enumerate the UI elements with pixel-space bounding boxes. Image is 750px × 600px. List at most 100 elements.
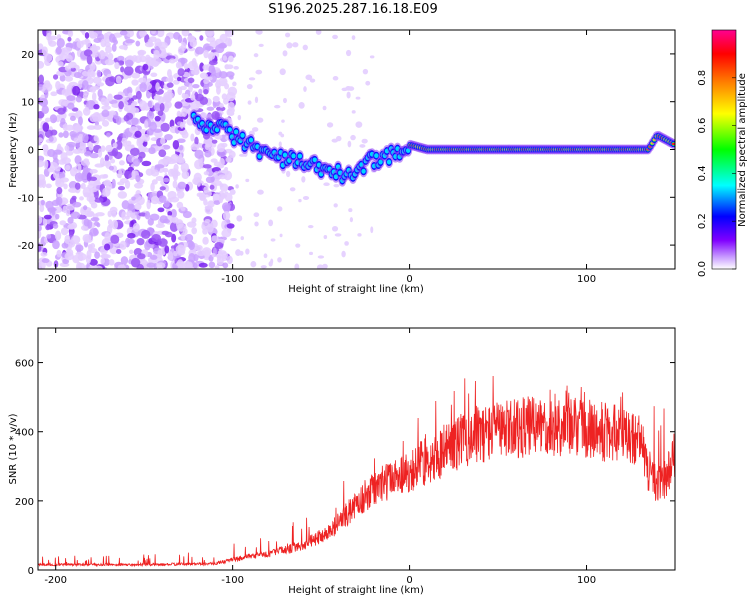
spectrogram-noise-blob — [153, 49, 160, 60]
spectrogram-noise-blob — [225, 157, 232, 163]
spectrogram-noise-blob — [105, 181, 113, 191]
spectrogram-noise-blob — [137, 50, 145, 57]
spectrogram-noise-blob — [83, 91, 90, 96]
spectrogram-noise-blob — [45, 200, 54, 210]
spectrogram-noise-blob — [116, 136, 123, 142]
spectrogram-noise-blob — [169, 196, 180, 203]
spectrogram-noise-blob — [115, 140, 123, 151]
spectrogram-noise-blob — [184, 233, 194, 243]
spectrogram-noise-blob — [78, 254, 84, 262]
spectrogram-noise-blob — [190, 133, 195, 142]
spectrogram-noise-blob — [135, 174, 141, 182]
spectrogram-noise-blob — [186, 221, 197, 228]
spectrogram-noise-blob — [64, 65, 70, 71]
spectrogram-y-tick-label: -10 — [18, 193, 34, 204]
spectrogram-noise-blob — [204, 150, 212, 158]
spectrogram-noise-blob — [175, 244, 186, 254]
spectrogram-noise-blob — [113, 32, 123, 38]
spectrogram-sparse-blob — [260, 265, 267, 269]
spectrogram-noise-blob — [41, 105, 49, 114]
spectrogram-noise-blob — [135, 90, 142, 100]
spectrogram-noise-blob — [80, 182, 86, 190]
spectrogram-sparse-blob — [255, 30, 263, 35]
spectrogram-noise-blob — [155, 175, 164, 182]
spectrogram-noise-blob — [77, 80, 83, 90]
spectrogram-noise-blob — [203, 171, 210, 176]
spectrogram-noise-blob — [160, 122, 170, 132]
spectrogram-noise-blob — [130, 144, 135, 149]
spectrogram-noise-blob — [162, 218, 170, 224]
spectrogram-noise-blob — [58, 159, 67, 165]
spectrogram-noise-blob — [72, 123, 82, 133]
spectrogram-noise-blob — [162, 167, 169, 173]
snr-x-tick-label: -200 — [44, 575, 67, 586]
spectrogram-noise-blob — [68, 61, 77, 69]
spectrogram-sparse-blob — [365, 80, 371, 86]
spectrogram-y-tick-label: -20 — [18, 241, 34, 252]
spectrogram-noise-blob — [193, 30, 202, 33]
spectrogram-ridge-core — [361, 168, 366, 174]
spectrogram-noise-blob — [106, 132, 111, 138]
spectrogram-noise-blob — [92, 112, 101, 123]
spectrogram-noise-blob — [199, 62, 205, 72]
spectrogram-noise-blob — [45, 224, 51, 231]
spectrogram-sparse-blob — [333, 183, 340, 188]
spectrogram-sparse-blob — [224, 191, 229, 195]
spectrogram-noise-blob — [211, 235, 219, 242]
spectrogram-noise-blob — [216, 106, 226, 112]
spectrogram-sparse-blob — [247, 100, 252, 105]
spectrogram-noise-blob — [69, 130, 78, 138]
spectrogram-noise-blob — [202, 228, 208, 235]
spectrogram-noise-blob — [204, 30, 215, 37]
spectrogram-noise-blob — [92, 227, 98, 236]
spectrogram-noise-blob — [210, 158, 218, 163]
spectrogram-noise-blob — [59, 74, 66, 82]
spectrogram-noise-blob — [159, 102, 165, 112]
spectrogram-noise-blob — [54, 230, 62, 241]
spectrogram-noise-blob — [38, 179, 44, 188]
spectrogram-noise-blob — [176, 138, 186, 144]
spectrogram-noise-blob — [52, 223, 59, 229]
spectrogram-noise-blob — [131, 169, 136, 179]
spectrogram-sparse-blob — [346, 91, 351, 99]
spectrogram-noise-blob — [147, 38, 153, 47]
spectrogram-noise-blob — [77, 133, 84, 143]
spectrogram-noise-blob — [40, 199, 45, 206]
spectrogram-noise-blob — [156, 30, 165, 38]
spectrogram-noise-blob — [126, 210, 134, 218]
spectrogram-noise-blob — [100, 38, 107, 48]
spectrogram-noise-blob — [194, 136, 199, 146]
colorbar-label: Normalized spectral amplitude — [737, 73, 748, 227]
spectrogram-noise-blob — [67, 216, 74, 224]
spectrogram-noise-blob — [164, 133, 173, 141]
spectrogram-noise-blob — [64, 75, 74, 82]
spectrogram-noise-blob — [127, 232, 136, 239]
spectrogram-noise-blob — [169, 119, 175, 128]
spectrogram-sparse-blob — [316, 264, 324, 269]
spectrogram-noise-blob — [75, 251, 84, 256]
spectrogram-noise-blob — [172, 180, 178, 189]
spectrogram-noise-blob — [72, 148, 82, 154]
spectrogram-sparse-blob — [268, 261, 273, 267]
spectrogram-noise-blob — [111, 211, 117, 218]
spectrogram-sparse-blob — [279, 233, 283, 238]
spectrogram-noise-blob — [89, 258, 98, 266]
spectrogram-noise-blob — [77, 163, 82, 173]
spectrogram-sparse-blob — [250, 261, 257, 268]
spectrogram-sparse-blob — [282, 50, 288, 57]
spectrogram-noise-blob — [108, 165, 114, 171]
spectrogram-noise-blob — [67, 102, 75, 110]
spectrogram-noise-blob — [44, 89, 49, 99]
spectrogram-noise-blob — [58, 132, 64, 138]
spectrogram-noise-blob — [65, 54, 73, 62]
spectrogram-sparse-blob — [256, 117, 264, 123]
spectrogram-noise-blob — [55, 177, 62, 185]
spectrogram-noise-blob — [60, 227, 69, 236]
spectrogram-noise-blob — [80, 30, 86, 34]
spectrogram-sparse-blob — [292, 42, 299, 48]
spectrogram-sparse-blob — [332, 76, 339, 81]
spectrogram-sparse-blob — [345, 49, 352, 57]
spectrogram-noise-blob — [191, 69, 200, 76]
spectrogram-noise-blob — [59, 220, 67, 226]
spectrogram-noise-blob — [118, 101, 124, 110]
